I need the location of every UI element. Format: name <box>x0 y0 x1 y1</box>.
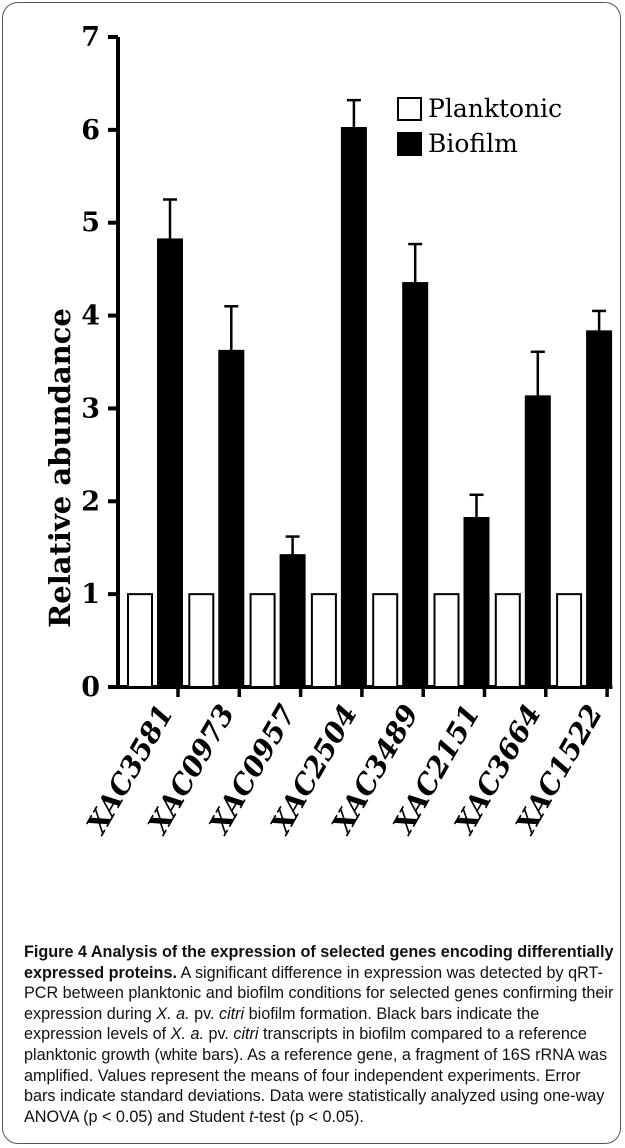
error-bars <box>163 98 607 556</box>
bar-biofilm-XAC3489 <box>402 282 429 688</box>
x-tick-labels: XAC3581XAC0973XAC0957XAC2504XAC3489XAC21… <box>79 699 609 841</box>
bar-biofilm-XAC3581 <box>157 238 183 689</box>
bar-planktonic-XAC3664 <box>494 593 521 689</box>
y-tick-label: 7 <box>81 22 100 53</box>
y-tick-label: 4 <box>81 301 100 332</box>
caption-title: Figure 4 Analysis of the expression of s… <box>24 943 614 982</box>
y-tick-label: 1 <box>81 579 100 610</box>
bar-planktonic-XAC3489 <box>372 593 399 689</box>
caption-body: A significant difference in expression w… <box>24 964 613 1126</box>
y-axis-label: Relative abundance <box>43 308 77 628</box>
caption-segment: -test (p < 0.05). <box>253 1107 364 1126</box>
bar-planktonic-XAC3581 <box>127 593 153 689</box>
bar-planktonic-XAC0973 <box>188 593 215 689</box>
caption-segment: X. a. <box>156 1004 190 1023</box>
y-tick-label: 2 <box>81 486 100 517</box>
bar-planktonic-XAC1522 <box>556 593 583 689</box>
caption-segment: citri <box>218 1004 245 1023</box>
y-axis: 0 1 2 3 4 5 6 7 <box>81 22 120 703</box>
legend-swatch-planktonic <box>397 97 422 121</box>
y-tick-label: 3 <box>81 393 100 424</box>
caption-segment: citri <box>233 1025 259 1044</box>
caption-segment: pv. <box>203 1025 234 1044</box>
bar-planktonic-XAC2504 <box>310 593 337 689</box>
bar-biofilm-XAC0957 <box>279 554 306 689</box>
legend-label-biofilm: Biofilm <box>428 129 518 158</box>
bar-planktonic-XAC2151 <box>433 593 460 689</box>
bar-biofilm-XAC1522 <box>586 330 613 688</box>
caption-segment: transcripts in biofilm compared to a ref… <box>24 1025 608 1126</box>
caption-segment: pv. <box>189 1004 219 1023</box>
bar-biofilm-XAC2504 <box>340 127 367 688</box>
y-tick-label: 0 <box>81 672 100 703</box>
y-tick-label: 6 <box>81 115 100 146</box>
caption-segment: biofilm formation. Black bars indicate t… <box>24 1004 540 1044</box>
y-tick-label: 5 <box>81 208 100 239</box>
bar-planktonic-XAC0957 <box>249 593 276 689</box>
legend: Planktonic Biofilm <box>397 94 562 158</box>
caption-segment: t <box>249 1107 254 1126</box>
bar-biofilm-XAC0973 <box>218 349 245 688</box>
bar-biofilm-XAC3664 <box>524 395 551 688</box>
x-axis <box>116 685 613 697</box>
caption-segment: A significant difference in expression w… <box>24 963 614 1023</box>
legend-swatch-biofilm <box>397 132 422 156</box>
bar-biofilm-XAC2151 <box>463 517 490 688</box>
bars <box>127 127 613 689</box>
figure-caption: Figure 4 Analysis of the expression of s… <box>24 942 614 1127</box>
legend-label-planktonic: Planktonic <box>428 94 562 123</box>
caption-segment: X. a. <box>170 1025 204 1044</box>
bar-chart: Relative abundance 0 1 2 3 4 5 6 7 XAC3581XAC09… <box>43 22 613 841</box>
